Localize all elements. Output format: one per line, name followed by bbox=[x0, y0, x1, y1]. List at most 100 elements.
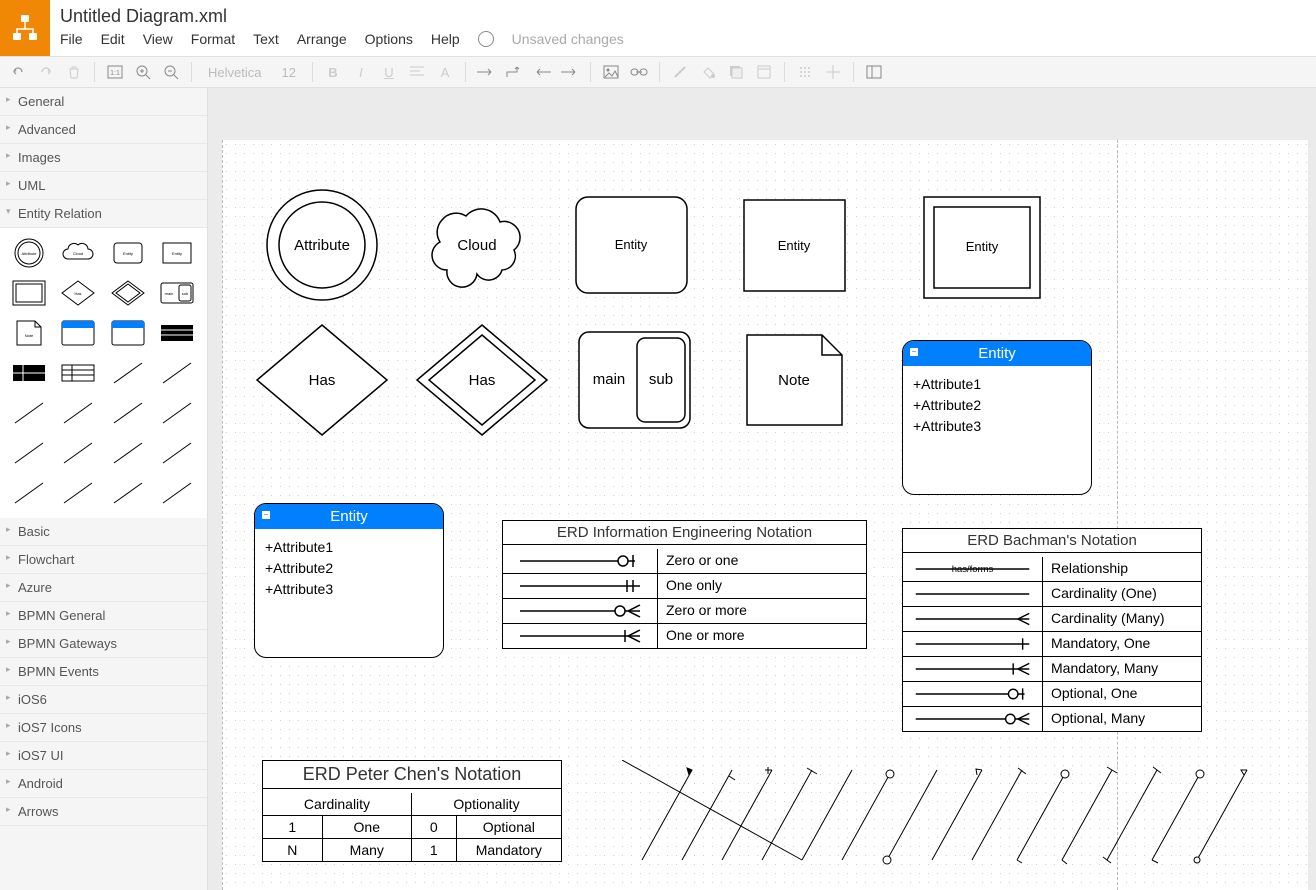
document-title[interactable]: Untitled Diagram.xml bbox=[60, 6, 1306, 27]
shape-cloud[interactable]: Cloud bbox=[57, 236, 99, 270]
shape-line10[interactable] bbox=[156, 436, 198, 470]
menu-edit[interactable]: Edit bbox=[101, 31, 125, 47]
canvas-entity-rounded[interactable]: Entity bbox=[574, 195, 689, 295]
shape-has-double-diamond[interactable] bbox=[107, 276, 149, 310]
undo-button[interactable] bbox=[6, 60, 30, 84]
notation-label: Zero or one bbox=[658, 549, 866, 573]
shadow-button[interactable] bbox=[724, 60, 748, 84]
shape-line13[interactable] bbox=[107, 476, 149, 510]
shape-entity-rect[interactable]: Entity bbox=[156, 236, 198, 270]
shape-line2[interactable] bbox=[156, 356, 198, 390]
font-size-select[interactable]: 12 bbox=[273, 65, 303, 80]
shape-main-sub[interactable]: mainsub bbox=[156, 276, 198, 310]
canvas-cloud-shape[interactable]: Cloud bbox=[417, 195, 537, 290]
shape-entity-double[interactable] bbox=[8, 276, 50, 310]
sidebar-ios7-ui[interactable]: iOS7 UI bbox=[0, 742, 207, 770]
sidebar-android[interactable]: Android bbox=[0, 770, 207, 798]
shape-line12[interactable] bbox=[57, 476, 99, 510]
menubar: File Edit View Format Text Arrange Optio… bbox=[60, 31, 1306, 47]
container-button[interactable] bbox=[752, 60, 776, 84]
zoom-fit-button[interactable]: 1:1 bbox=[103, 60, 127, 84]
menu-help[interactable]: Help bbox=[431, 31, 460, 47]
delete-button[interactable] bbox=[62, 60, 86, 84]
canvas-ie-notation-table[interactable]: ERD Information Engineering Notation Zer… bbox=[502, 520, 867, 649]
fill-color-button[interactable] bbox=[696, 60, 720, 84]
connector-elbow-button[interactable] bbox=[502, 60, 526, 84]
underline-button[interactable]: U bbox=[377, 60, 401, 84]
shape-entity-rounded[interactable]: Entity bbox=[107, 236, 149, 270]
zoom-out-button[interactable] bbox=[159, 60, 183, 84]
shape-entity-table-blue2[interactable] bbox=[107, 316, 149, 350]
shape-line3[interactable] bbox=[8, 396, 50, 430]
language-icon[interactable] bbox=[478, 31, 494, 47]
canvas-entity-table-2[interactable]: −Entity +Attribute1 +Attribute2 +Attribu… bbox=[254, 503, 444, 658]
link-button[interactable] bbox=[627, 60, 651, 84]
image-button[interactable] bbox=[599, 60, 623, 84]
sidebar-uml[interactable]: UML bbox=[0, 172, 207, 200]
sidebar-bpmn-general[interactable]: BPMN General bbox=[0, 602, 207, 630]
sidebar-entity-relation[interactable]: Entity Relation bbox=[0, 200, 207, 228]
shape-line7[interactable] bbox=[8, 436, 50, 470]
app-logo[interactable] bbox=[0, 0, 50, 56]
menu-view[interactable]: View bbox=[143, 31, 173, 47]
font-color-button[interactable]: A bbox=[433, 60, 457, 84]
grid-dots-button[interactable] bbox=[793, 60, 817, 84]
canvas-entity-double[interactable]: Entity bbox=[922, 195, 1042, 300]
sidebar-bpmn-events[interactable]: BPMN Events bbox=[0, 658, 207, 686]
zoom-in-button[interactable] bbox=[131, 60, 155, 84]
canvas-entity-table-1[interactable]: −Entity +Attribute1 +Attribute2 +Attribu… bbox=[902, 340, 1092, 495]
sidebar-ios7-icons[interactable]: iOS7 Icons bbox=[0, 714, 207, 742]
canvas-connector-set[interactable] bbox=[622, 760, 1302, 880]
shape-table-outline[interactable] bbox=[57, 356, 99, 390]
sidebar-flowchart[interactable]: Flowchart bbox=[0, 546, 207, 574]
shape-entity-table-blue[interactable] bbox=[57, 316, 99, 350]
shape-table-dark[interactable] bbox=[156, 316, 198, 350]
shape-line1[interactable] bbox=[107, 356, 149, 390]
canvas-chen-table[interactable]: ERD Peter Chen's Notation CardinalityOpt… bbox=[262, 760, 562, 862]
shape-line8[interactable] bbox=[57, 436, 99, 470]
shape-note[interactable]: Note bbox=[8, 316, 50, 350]
sidebar-arrows[interactable]: Arrows bbox=[0, 798, 207, 826]
canvas-attribute-shape[interactable]: Attribute bbox=[262, 185, 382, 305]
sidebar-ios6[interactable]: iOS6 bbox=[0, 686, 207, 714]
sidebar-azure[interactable]: Azure bbox=[0, 574, 207, 602]
menu-file[interactable]: File bbox=[60, 31, 83, 47]
shape-line4[interactable] bbox=[57, 396, 99, 430]
outline-button[interactable] bbox=[862, 60, 886, 84]
menu-options[interactable]: Options bbox=[365, 31, 413, 47]
shape-attribute-double[interactable]: Attribute bbox=[8, 236, 50, 270]
entity-attr: +Attribute3 bbox=[913, 416, 1081, 437]
connector-straight-button[interactable] bbox=[474, 60, 498, 84]
canvas-main-sub[interactable]: mainsub bbox=[577, 330, 692, 430]
font-family-select[interactable]: Helvetica bbox=[200, 65, 269, 80]
shape-line5[interactable] bbox=[107, 396, 149, 430]
shape-has-diamond[interactable]: Has bbox=[57, 276, 99, 310]
canvas-area[interactable]: Attribute Cloud Entity Entity Entity Has… bbox=[208, 88, 1316, 890]
italic-button[interactable]: I bbox=[349, 60, 373, 84]
line-color-button[interactable] bbox=[668, 60, 692, 84]
menu-text[interactable]: Text bbox=[253, 31, 279, 47]
menu-format[interactable]: Format bbox=[191, 31, 235, 47]
arrow-right-button[interactable] bbox=[558, 60, 582, 84]
canvas-note[interactable]: Note bbox=[742, 330, 847, 430]
shape-line6[interactable] bbox=[156, 396, 198, 430]
sidebar-general[interactable]: General bbox=[0, 88, 207, 116]
shape-line14[interactable] bbox=[156, 476, 198, 510]
canvas-has-double-diamond[interactable]: Has bbox=[412, 320, 552, 440]
canvas-has-diamond[interactable]: Has bbox=[252, 320, 392, 440]
shape-line9[interactable] bbox=[107, 436, 149, 470]
menu-arrange[interactable]: Arrange bbox=[297, 31, 347, 47]
shape-line11[interactable] bbox=[8, 476, 50, 510]
sidebar-images[interactable]: Images bbox=[0, 144, 207, 172]
shape-table-black[interactable] bbox=[8, 356, 50, 390]
canvas-bachman-table[interactable]: ERD Bachman's Notation has/formsRelation… bbox=[902, 528, 1202, 732]
redo-button[interactable] bbox=[34, 60, 58, 84]
guides-button[interactable] bbox=[821, 60, 845, 84]
arrow-left-button[interactable] bbox=[530, 60, 554, 84]
align-button[interactable] bbox=[405, 60, 429, 84]
bold-button[interactable]: B bbox=[321, 60, 345, 84]
canvas-entity-rect[interactable]: Entity bbox=[742, 198, 847, 293]
sidebar-bpmn-gateways[interactable]: BPMN Gateways bbox=[0, 630, 207, 658]
sidebar-advanced[interactable]: Advanced bbox=[0, 116, 207, 144]
sidebar-basic[interactable]: Basic bbox=[0, 518, 207, 546]
